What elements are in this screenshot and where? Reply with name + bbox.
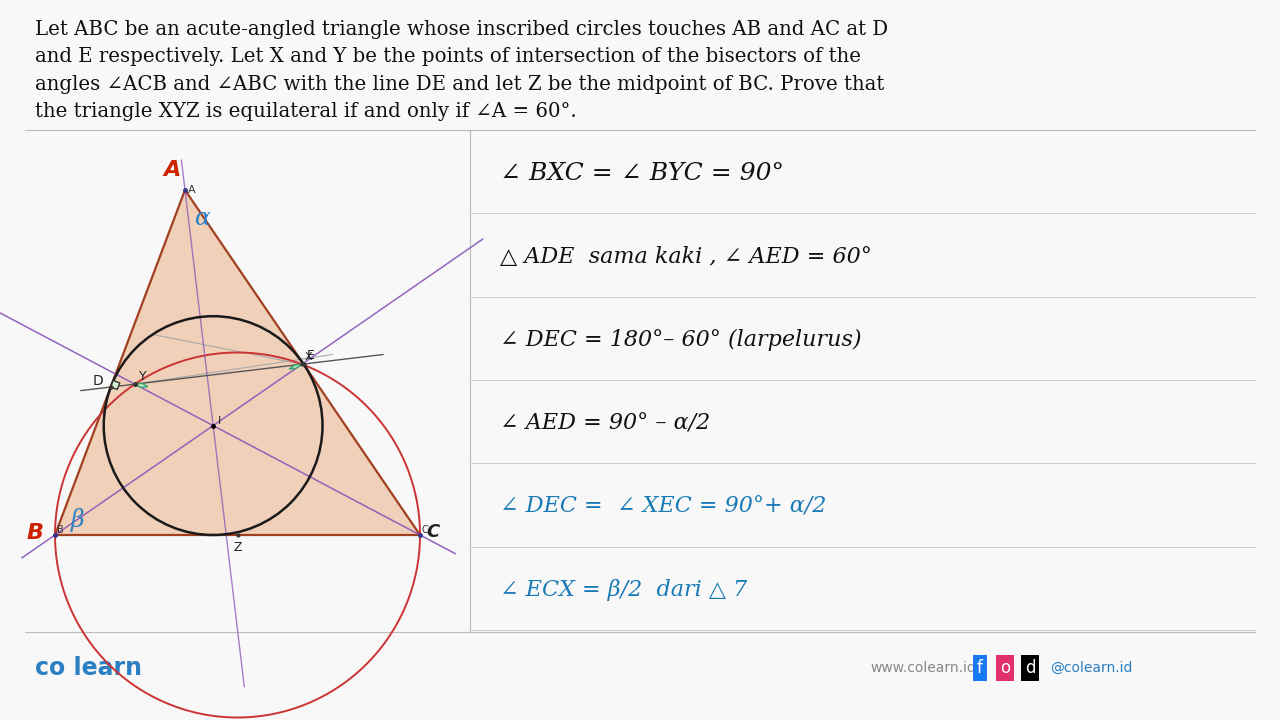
Polygon shape — [134, 383, 148, 387]
Text: C: C — [421, 525, 428, 535]
Text: ∠ ECX = β/2  dari △ 7: ∠ ECX = β/2 dari △ 7 — [500, 579, 748, 601]
Text: △ ADE  sama kaki , ∠ AED = 60°: △ ADE sama kaki , ∠ AED = 60° — [500, 246, 872, 268]
Text: D: D — [92, 374, 104, 388]
Text: f: f — [977, 659, 983, 677]
Text: α: α — [195, 207, 211, 230]
Polygon shape — [111, 380, 120, 390]
Text: I: I — [218, 415, 221, 426]
Text: ∠ DEC = 180°– 60° (larpelurus): ∠ DEC = 180°– 60° (larpelurus) — [500, 329, 861, 351]
Text: B: B — [58, 525, 64, 535]
Text: ∠ AED = 90° – α/2: ∠ AED = 90° – α/2 — [500, 413, 710, 434]
Polygon shape — [55, 190, 420, 535]
Text: Let ABC be an acute-angled triangle whose inscribed circles touches AB and AC at: Let ABC be an acute-angled triangle whos… — [35, 20, 888, 121]
Text: C: C — [426, 523, 439, 541]
Text: X: X — [305, 352, 312, 362]
Text: co learn: co learn — [35, 656, 142, 680]
Text: β: β — [70, 508, 84, 532]
Text: www.colearn.id: www.colearn.id — [870, 661, 975, 675]
Text: ∠ BXC = ∠ BYC = 90°: ∠ BXC = ∠ BYC = 90° — [500, 162, 783, 185]
Text: ∠ DEC =  ∠ XEC = 90°+ α/2: ∠ DEC = ∠ XEC = 90°+ α/2 — [500, 495, 827, 518]
Polygon shape — [289, 364, 302, 369]
Text: @colearn.id: @colearn.id — [1050, 661, 1133, 675]
Text: A: A — [188, 185, 196, 195]
Text: o: o — [1000, 659, 1010, 677]
Text: d: d — [1025, 659, 1036, 677]
Text: B: B — [27, 523, 44, 543]
Text: A: A — [163, 160, 180, 180]
Text: Z: Z — [233, 541, 242, 554]
Text: Y: Y — [138, 370, 146, 383]
Text: E: E — [306, 349, 315, 362]
